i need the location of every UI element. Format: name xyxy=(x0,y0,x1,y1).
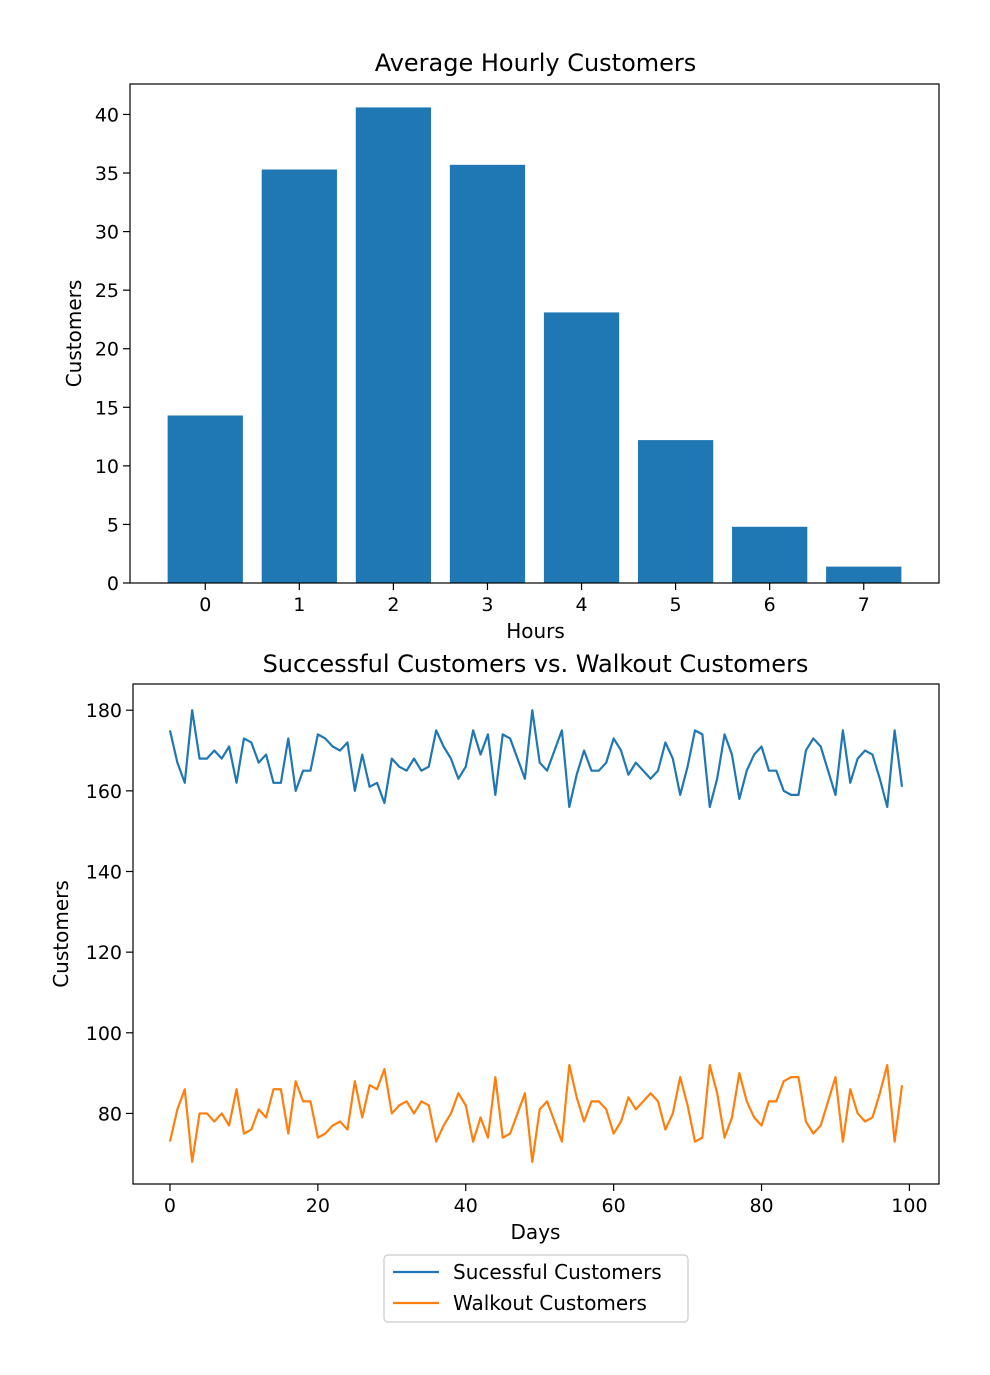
x-tick-label: 6 xyxy=(764,594,776,616)
x-tick-label: 20 xyxy=(306,1195,330,1217)
y-tick-label: 180 xyxy=(86,700,122,722)
chart-title: Average Hourly Customers xyxy=(375,49,697,77)
x-tick-label: 4 xyxy=(575,594,587,616)
x-axis-ticks: 0 20 40 60 80 100 xyxy=(164,1184,928,1217)
legend-label-walkout: Walkout Customers xyxy=(453,1291,647,1315)
bar xyxy=(261,169,337,583)
legend-label-successful: Sucessful Customers xyxy=(453,1260,662,1284)
x-tick-label: 7 xyxy=(858,594,870,616)
y-tick-label: 80 xyxy=(98,1103,122,1125)
y-tick-label: 5 xyxy=(107,514,119,536)
x-tick-label: 0 xyxy=(164,1195,176,1217)
x-tick-label: 40 xyxy=(454,1195,478,1217)
legend-box xyxy=(383,1254,689,1323)
line-chart: Successful Customers vs. Walkout Custome… xyxy=(49,650,940,1323)
bar xyxy=(167,415,243,583)
y-tick-label: 20 xyxy=(95,339,119,361)
x-axis-label: Hours xyxy=(506,619,565,643)
legend: Sucessful Customers Walkout Customers xyxy=(383,1254,689,1323)
y-tick-label: 40 xyxy=(95,104,119,126)
x-tick-label: 0 xyxy=(199,594,211,616)
y-tick-label: 30 xyxy=(95,222,119,244)
x-tick-label: 3 xyxy=(481,594,493,616)
chart-title: Successful Customers vs. Walkout Custome… xyxy=(263,650,809,678)
x-axis-label: Days xyxy=(511,1220,561,1244)
bar xyxy=(826,566,902,583)
series-line-successful xyxy=(168,709,904,809)
y-axis-ticks: 80 100 120 140 160 180 xyxy=(86,700,133,1125)
y-axis-label: Customers xyxy=(49,880,73,988)
y-tick-label: 160 xyxy=(86,781,122,803)
x-tick-label: 80 xyxy=(749,1195,773,1217)
bar xyxy=(637,440,714,583)
y-tick-label: 0 xyxy=(107,573,119,595)
plot-frame xyxy=(132,683,940,1185)
bar xyxy=(732,526,808,583)
line-series-group xyxy=(168,709,904,1163)
x-tick-label: 100 xyxy=(891,1195,927,1217)
x-tick-label: 5 xyxy=(670,594,682,616)
series-line-walkout xyxy=(168,1063,904,1163)
y-axis-label: Customers xyxy=(62,280,86,388)
y-tick-label: 25 xyxy=(95,280,119,302)
x-tick-label: 60 xyxy=(602,1195,626,1217)
bar-chart: Average Hourly Customers 0 1 2 3 4 5 6 7 0 5 10 15… xyxy=(62,49,940,643)
bar xyxy=(355,107,432,583)
bar-series xyxy=(167,107,902,583)
y-tick-label: 35 xyxy=(95,163,119,185)
bar xyxy=(543,312,620,583)
y-tick-label: 140 xyxy=(86,862,122,884)
y-tick-label: 120 xyxy=(86,942,122,964)
y-tick-label: 15 xyxy=(95,397,119,419)
x-axis-ticks: 0 1 2 3 4 5 6 7 xyxy=(199,583,870,616)
y-tick-label: 10 xyxy=(95,456,119,478)
x-tick-label: 1 xyxy=(293,594,305,616)
y-tick-label: 100 xyxy=(86,1023,122,1045)
plot-frame xyxy=(129,83,940,584)
y-axis-ticks: 0 5 10 15 20 25 30 35 40 xyxy=(95,104,130,595)
bar xyxy=(449,164,526,583)
x-tick-label: 2 xyxy=(387,594,399,616)
